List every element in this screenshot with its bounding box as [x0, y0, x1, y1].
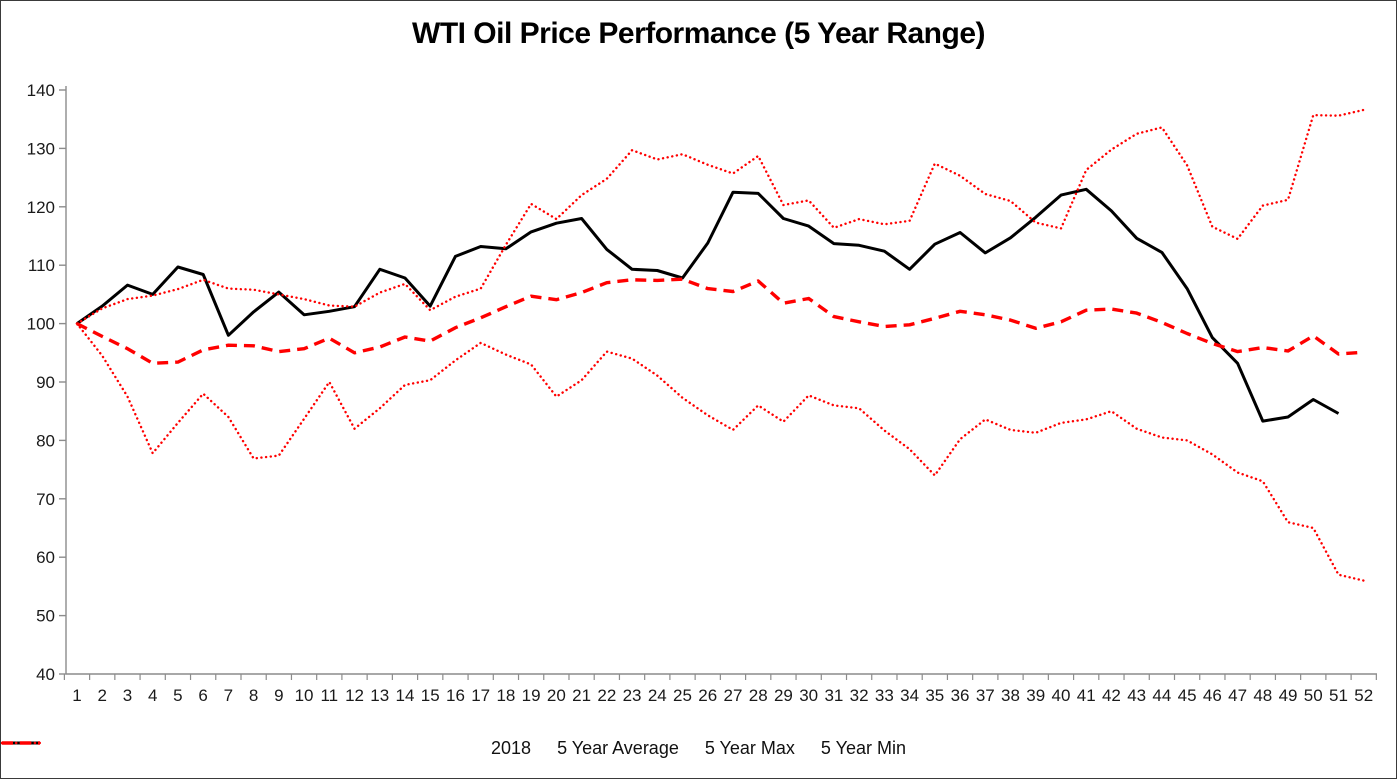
x-tick-label: 52	[1354, 686, 1373, 705]
x-tick-label: 30	[799, 686, 818, 705]
x-tick-label: 3	[123, 686, 132, 705]
legend-item-5-year-max: 5 Year Max	[1, 738, 795, 759]
x-tick-label: 29	[774, 686, 793, 705]
x-tick-label: 20	[547, 686, 566, 705]
y-tick-label: 70	[36, 490, 55, 509]
x-tick-label: 28	[749, 686, 768, 705]
x-tick-label: 11	[320, 686, 338, 705]
legend-item-5-year-min: 5 Year Min	[1, 738, 906, 759]
legend-label: 5 Year Max	[704, 738, 795, 758]
y-tick-label: 110	[28, 256, 55, 275]
x-tick-label: 8	[249, 686, 258, 705]
x-tick-label: 42	[1102, 686, 1121, 705]
x-tick-label: 16	[446, 686, 465, 705]
x-tick-label: 40	[1052, 686, 1071, 705]
x-tick-label: 13	[370, 686, 389, 705]
legend-label: 2018	[491, 738, 532, 758]
x-tick-label: 51	[1329, 686, 1348, 705]
x-tick-label: 35	[925, 686, 944, 705]
legend-label: 5 Year Min	[820, 738, 906, 758]
x-tick-label: 12	[345, 686, 364, 705]
x-tick-label: 7	[224, 686, 233, 705]
x-tick-label: 21	[572, 686, 591, 705]
x-tick-label: 47	[1228, 686, 1247, 705]
x-tick-label: 1	[72, 686, 81, 705]
x-tick-label: 37	[976, 686, 995, 705]
series-line-5-year-max	[75, 108, 1365, 325]
x-tick-label: 49	[1279, 686, 1298, 705]
y-tick-label: 130	[27, 139, 55, 158]
x-tick-label: 38	[1001, 686, 1020, 705]
chart-legend: 2018 5 Year Average 5 Year Max 5 Year Min	[1, 738, 1396, 759]
y-tick-label: 80	[36, 431, 55, 450]
x-tick-label: 2	[97, 686, 106, 705]
chart-title: WTI Oil Price Performance (5 Year Range)	[412, 17, 986, 50]
x-tick-label: 48	[1253, 686, 1272, 705]
x-tick-label: 27	[724, 686, 743, 705]
x-tick-label: 46	[1203, 686, 1222, 705]
legend-item-2018: 2018	[2, 738, 532, 759]
y-tick-label: 120	[27, 198, 55, 217]
x-tick-label: 18	[496, 686, 515, 705]
x-tick-label: 15	[421, 686, 440, 705]
x-tick-label: 36	[951, 686, 970, 705]
x-tick-label: 19	[522, 686, 541, 705]
y-tick-label: 60	[36, 548, 55, 567]
x-tick-label: 22	[597, 686, 616, 705]
x-tick-label: 23	[623, 686, 642, 705]
y-tick-label: 50	[36, 607, 55, 626]
x-tick-label: 25	[673, 686, 692, 705]
x-tick-label: 26	[698, 686, 717, 705]
x-tick-label: 4	[148, 686, 157, 705]
y-tick-label: 140	[27, 81, 55, 100]
legend-item-5-year-average: 5 Year Average	[2, 738, 679, 759]
x-tick-label: 17	[471, 686, 490, 705]
x-tick-label: 6	[198, 686, 207, 705]
x-tick-label: 10	[295, 686, 314, 705]
series-line-5-year-min	[75, 322, 1365, 582]
x-tick-label: 32	[850, 686, 869, 705]
y-tick-label: 100	[27, 315, 55, 334]
y-tick-label: 40	[36, 665, 55, 684]
x-tick-label: 34	[900, 686, 919, 705]
x-tick-label: 39	[1026, 686, 1045, 705]
legend-label: 5 Year Average	[557, 738, 679, 758]
x-tick-label: 5	[173, 686, 182, 705]
x-tick-label: 24	[648, 686, 667, 705]
x-tick-label: 9	[274, 686, 283, 705]
series-line-2018	[76, 187, 1340, 423]
x-tick-label: 44	[1152, 686, 1171, 705]
x-tick-label: 43	[1127, 686, 1146, 705]
x-tick-label: 41	[1077, 686, 1096, 705]
legend-line-sample	[1, 741, 41, 745]
x-tick-label: 45	[1178, 686, 1197, 705]
x-tick-label: 31	[824, 686, 843, 705]
x-tick-label: 14	[396, 686, 415, 705]
x-tick-label: 50	[1304, 686, 1323, 705]
x-tick-label: 33	[875, 686, 894, 705]
series-line-5-year-average	[76, 277, 1364, 365]
y-tick-label: 90	[36, 373, 55, 392]
